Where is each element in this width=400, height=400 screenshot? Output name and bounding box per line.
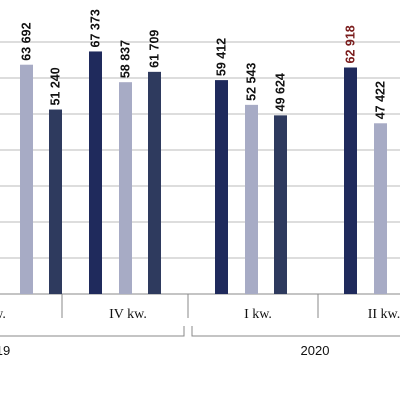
bar [89,51,102,294]
bar [245,104,258,294]
year-bracket [0,326,185,337]
bar [20,64,33,294]
bar [215,80,228,295]
data-label: 63 692 [20,22,34,60]
data-label: 61 709 [148,30,162,68]
data-label: 47 422 [374,81,388,119]
category-label: kw. [0,307,6,322]
category-label: I kw. [244,307,272,322]
data-label: 51 240 [49,67,63,105]
data-label: 62 918 [344,25,358,63]
data-label: 58 837 [119,40,133,78]
year-label: 19 [0,343,10,358]
bar [119,82,132,294]
year-label: 2020 [301,343,330,358]
year-bracket [191,326,400,337]
bar [49,109,62,294]
data-label: 49 624 [274,73,288,111]
category-label: II kw. [368,307,400,322]
bar [148,71,161,295]
category-label: IV kw. [109,307,147,322]
data-label: 52 543 [245,63,259,101]
data-label: 67 373 [89,9,103,47]
data-label: 59 412 [215,38,229,76]
bar [344,67,357,294]
bar [274,115,287,294]
bar [374,123,387,295]
